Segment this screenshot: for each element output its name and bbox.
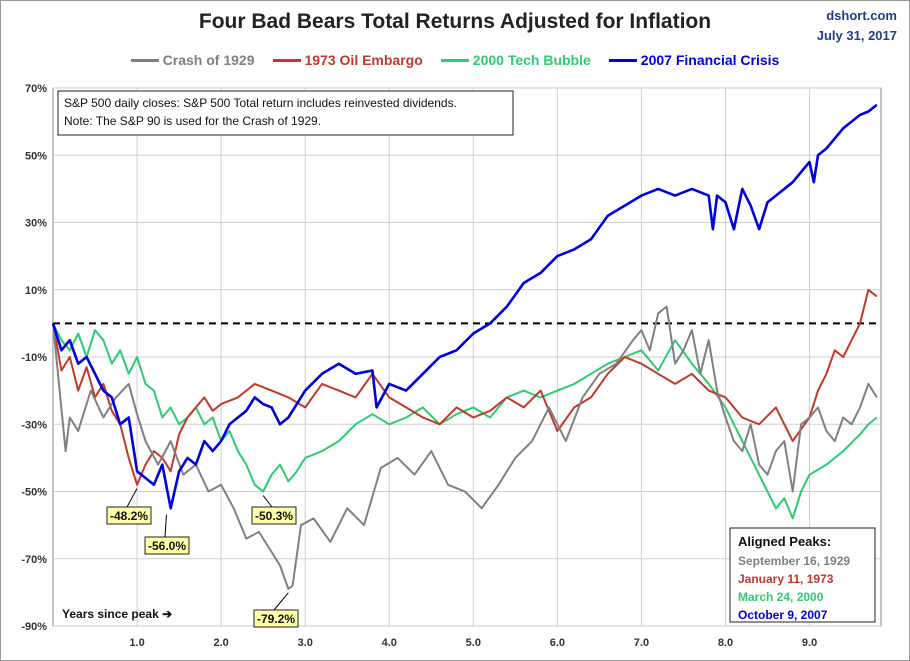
peaks-item: October 9, 2007 xyxy=(738,608,828,622)
callout-leader xyxy=(273,592,289,611)
callout-box xyxy=(144,536,190,555)
callout-label: -48.2% xyxy=(110,509,148,523)
callout-label: -50.3% xyxy=(255,509,293,523)
legend-swatch-2000 xyxy=(440,58,469,62)
y-tick-label: -70% xyxy=(21,554,47,566)
peaks-item: September 16, 1929 xyxy=(738,554,850,568)
y-tick-label: -30% xyxy=(21,419,47,431)
y-tick-label: 70% xyxy=(25,83,47,95)
peaks-title: Aligned Peaks: xyxy=(738,534,831,549)
y-tick-label: 10% xyxy=(25,285,47,297)
callout-box xyxy=(253,609,299,628)
legend-item-2007: 2007 Financial Crisis xyxy=(608,52,780,68)
legend-item-1929: Crash of 1929 xyxy=(130,52,255,68)
series-line-2007 xyxy=(51,103,878,510)
legend-swatch-2007 xyxy=(608,58,637,62)
x-tick-label: 8.0 xyxy=(718,637,733,649)
note-line: S&P 500 daily closes: S&P 500 Total retu… xyxy=(64,96,457,110)
series-line-2000 xyxy=(52,322,878,520)
callout-box xyxy=(251,506,297,525)
chart-title: Four Bad Bears Total Returns Adjusted fo… xyxy=(198,10,712,33)
source-site: dshort.com xyxy=(826,8,897,23)
x-tick-label: 2.0 xyxy=(213,637,228,649)
x-tick-label: 7.0 xyxy=(634,637,649,649)
note-box xyxy=(57,90,514,136)
x-tick-label: 3.0 xyxy=(298,637,313,649)
callout-leader xyxy=(126,488,138,508)
legend-label-1973: 1973 Oil Embargo xyxy=(304,52,423,68)
peaks-item: March 24, 2000 xyxy=(738,590,824,604)
source-date: July 31, 2017 xyxy=(816,28,897,43)
callout-label: -56.0% xyxy=(148,539,186,553)
note-line: Note: The S&P 90 is used for the Crash o… xyxy=(64,114,321,128)
series-line-1929 xyxy=(52,305,878,590)
legend-item-2000: 2000 Tech Bubble xyxy=(440,52,591,68)
y-tick-label: 30% xyxy=(25,218,47,230)
callout-leader xyxy=(262,495,273,508)
chart-legend: Crash of 1929 1973 Oil Embargo 2000 Tech… xyxy=(0,52,910,68)
x-tick-label: 4.0 xyxy=(382,637,397,649)
callout-box xyxy=(106,506,152,525)
y-tick-label: 50% xyxy=(25,150,47,162)
legend-swatch-1973 xyxy=(272,58,301,62)
legend-label-1929: Crash of 1929 xyxy=(162,52,255,68)
legend-label-2000: 2000 Tech Bubble xyxy=(472,52,591,68)
x-tick-label: 6.0 xyxy=(550,637,565,649)
y-tick-label: -90% xyxy=(21,621,47,633)
y-tick-label: -10% xyxy=(21,352,47,364)
peaks-item: January 11, 1973 xyxy=(738,572,834,586)
x-tick-label: 5.0 xyxy=(466,637,481,649)
x-tick-label: 1.0 xyxy=(129,637,144,649)
source-block: dshort.com July 31, 2017 xyxy=(817,6,897,46)
callout-label: -79.2% xyxy=(257,612,295,626)
legend-swatch-1929 xyxy=(130,58,159,62)
legend-label-2007: 2007 Financial Crisis xyxy=(640,52,780,68)
peaks-box xyxy=(729,527,876,623)
y-tick-label: -50% xyxy=(21,487,47,499)
x-axis-label: Years since peak ➔ xyxy=(62,607,172,621)
callout-leader xyxy=(164,514,167,538)
legend-item-1973: 1973 Oil Embargo xyxy=(272,52,423,68)
x-tick-label: 9.0 xyxy=(802,637,817,649)
